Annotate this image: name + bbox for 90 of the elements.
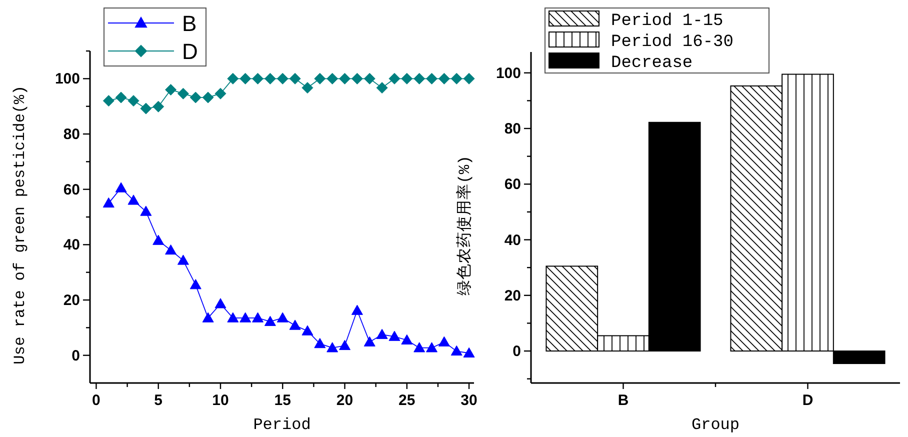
point: [202, 92, 214, 104]
point: [190, 279, 202, 290]
point: [276, 312, 288, 322]
y-axis-title: 绿色农药使用率(%): [455, 156, 474, 296]
point: [140, 102, 152, 114]
point: [152, 100, 164, 112]
point: [376, 328, 388, 339]
x-axis-title: Group: [691, 416, 740, 434]
point: [240, 312, 252, 322]
point: [426, 72, 438, 84]
x-tick-label: 15: [274, 392, 291, 409]
legend-label: D: [182, 39, 198, 64]
point: [314, 338, 326, 348]
point: [450, 72, 462, 84]
point: [276, 72, 288, 84]
legend-label: B: [182, 11, 197, 36]
x-tick-label: 20: [336, 392, 354, 409]
point: [463, 72, 475, 84]
y-tick-label: 20: [504, 287, 521, 304]
point: [339, 340, 351, 350]
point: [227, 72, 239, 84]
point: [414, 342, 426, 352]
x-tick-label: B: [618, 392, 629, 409]
point: [339, 72, 351, 84]
point: [314, 72, 326, 84]
point: [376, 82, 388, 94]
point: [401, 334, 413, 344]
point: [289, 320, 301, 330]
x-axis-title: Period: [253, 416, 311, 434]
x-tick-label: 10: [212, 392, 229, 409]
point: [202, 312, 214, 322]
point: [152, 234, 164, 245]
point: [289, 72, 301, 84]
point: [401, 72, 413, 84]
point: [351, 72, 363, 84]
point: [463, 347, 475, 358]
legend-label: Period 16-30: [611, 33, 734, 52]
point: [252, 72, 264, 84]
point: [364, 72, 376, 84]
point: [426, 342, 438, 352]
point: [414, 72, 426, 84]
point: [165, 84, 177, 96]
point: [264, 72, 276, 84]
point: [351, 304, 363, 315]
x-tick-label: 0: [92, 392, 100, 409]
point: [450, 345, 462, 356]
point: [177, 254, 189, 265]
point: [264, 316, 276, 326]
legend-label: Period 1-15: [611, 12, 724, 31]
point: [302, 325, 314, 336]
y-tick-label: 60: [63, 181, 80, 198]
point: [302, 82, 314, 94]
point: [214, 88, 226, 100]
point: [165, 244, 177, 255]
x-tick-label: 5: [154, 392, 163, 409]
point: [438, 72, 450, 84]
point: [388, 72, 400, 84]
point: [364, 336, 376, 346]
y-tick-label: 80: [504, 120, 521, 138]
point: [128, 95, 140, 107]
point: [240, 72, 252, 84]
point: [115, 92, 127, 104]
point: [115, 182, 127, 192]
point: [177, 88, 189, 100]
point: [438, 336, 450, 346]
legend-label: Decrease: [611, 54, 693, 73]
y-tick-label: 40: [63, 236, 80, 254]
point: [388, 330, 400, 341]
point: [227, 312, 239, 322]
y-tick-label: 60: [504, 176, 521, 194]
point: [140, 206, 152, 216]
point: [214, 298, 226, 308]
x-tick-label: 25: [398, 392, 416, 409]
x-tick-label: 30: [460, 392, 478, 409]
y-axis-title: Use rate of green pesticide(%): [11, 85, 29, 365]
point: [326, 342, 338, 352]
point: [326, 72, 338, 84]
y-tick-label: 0: [512, 343, 521, 360]
y-tick-label: 80: [63, 126, 80, 143]
y-tick-label: 40: [504, 232, 521, 249]
x-tick-label: D: [802, 392, 814, 409]
point: [190, 92, 202, 104]
y-tick-label: 0: [72, 347, 80, 364]
point: [102, 197, 114, 208]
point: [128, 194, 140, 205]
point: [102, 95, 114, 107]
point: [252, 312, 264, 322]
y-tick-label: 100: [496, 64, 521, 82]
y-tick-label: 20: [63, 292, 80, 309]
y-tick-label: 100: [54, 70, 80, 88]
